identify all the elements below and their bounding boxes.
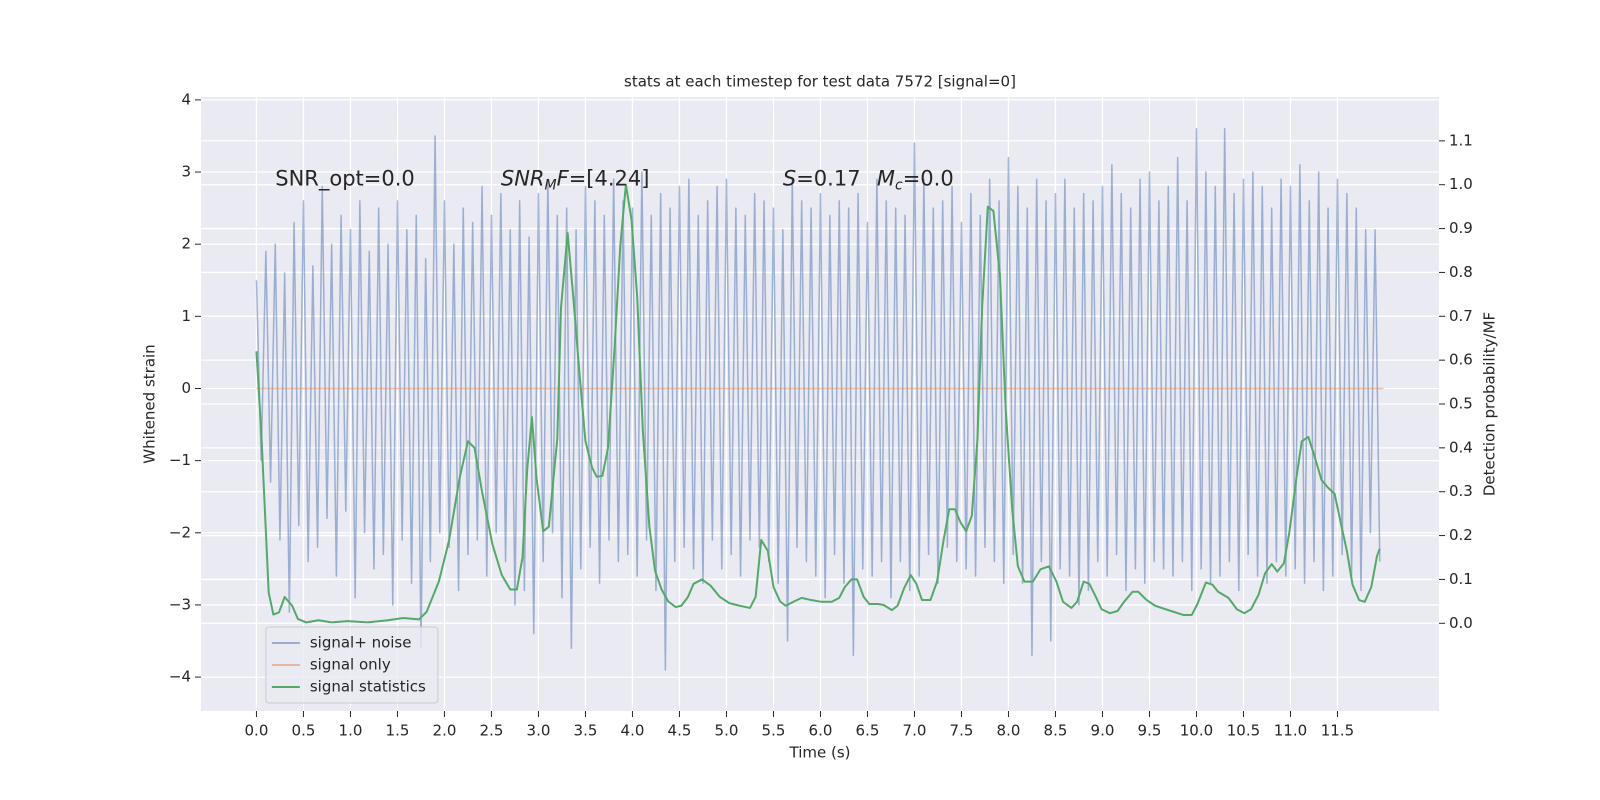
x-tick-label: 6.5 xyxy=(856,722,880,740)
legend-box xyxy=(265,626,439,704)
annotation-part: =[4.24] xyxy=(569,166,650,190)
y2-axis-label: Detection probability/MF xyxy=(1481,312,1499,496)
x-axis-label: Time (s) xyxy=(789,744,851,762)
y2-tick-label: 0.0 xyxy=(1449,614,1473,632)
y2-tick-label: 1.1 xyxy=(1449,131,1473,149)
annotation-part: M xyxy=(877,166,895,190)
legend-label: signal+ noise xyxy=(310,634,412,652)
x-tick-label: 5.0 xyxy=(715,722,739,740)
y2-tick-label: 1.0 xyxy=(1449,175,1473,193)
x-tick-label: 4.5 xyxy=(668,722,692,740)
y-tick-label: −1 xyxy=(169,451,191,469)
y-tick-label: 3 xyxy=(181,163,191,181)
y-tick-label: 1 xyxy=(181,307,191,325)
x-tick-label: 1.5 xyxy=(386,722,410,740)
y-tick-label: −2 xyxy=(169,523,191,541)
x-tick-label: 7.5 xyxy=(950,722,974,740)
y2-tick-label: 0.2 xyxy=(1449,526,1473,544)
y2-tick-label: 0.4 xyxy=(1449,438,1473,456)
x-tick-label: 11.5 xyxy=(1321,722,1354,740)
annotation-part: SNR_opt=0.0 xyxy=(275,166,415,191)
annotation: Mc=0.0 xyxy=(877,166,954,193)
annotation-part: =0.17 xyxy=(796,166,860,190)
annotation: SNRMF=[4.24] xyxy=(501,166,650,193)
annotation: S=0.17 xyxy=(783,166,861,190)
y2-tick-label: 0.7 xyxy=(1449,307,1473,325)
x-tick-label: 7.0 xyxy=(903,722,927,740)
annotation-part: c xyxy=(895,177,903,193)
y-tick-label: 2 xyxy=(181,235,191,253)
x-tick-label: 4.0 xyxy=(621,722,645,740)
annotation-part: S xyxy=(783,166,796,190)
x-tick-label: 10.5 xyxy=(1227,722,1260,740)
x-tick-label: 11.0 xyxy=(1274,722,1307,740)
x-tick-label: 0.5 xyxy=(292,722,316,740)
annotation-part: =0.0 xyxy=(903,166,954,190)
chart-title: stats at each timestep for test data 757… xyxy=(624,73,1016,91)
y-tick-label: 0 xyxy=(181,379,191,397)
x-tick-label: 0.0 xyxy=(245,722,269,740)
y2-tick-label: 0.1 xyxy=(1449,570,1473,588)
x-tick-label: 2.0 xyxy=(433,722,457,740)
y2-tick-label: 0.9 xyxy=(1449,219,1473,237)
legend-label: signal statistics xyxy=(310,678,426,696)
x-tick-label: 6.0 xyxy=(809,722,833,740)
x-tick-label: 5.5 xyxy=(762,722,786,740)
legend-label: signal only xyxy=(310,656,391,674)
y-tick-label: −3 xyxy=(169,595,191,613)
y2-tick-label: 0.3 xyxy=(1449,482,1473,500)
annotation-part: M xyxy=(545,177,557,193)
x-tick-label: 3.0 xyxy=(527,722,551,740)
x-tick-label: 10.0 xyxy=(1180,722,1213,740)
x-tick-label: 9.0 xyxy=(1091,722,1115,740)
annotation: SNR_opt=0.0 xyxy=(275,166,415,191)
foreground: 0.0 0.5 1.0 1.5 2.0 2.5 3.0 3.5 4.0 4.5 5.0 5.5 6.0 6… xyxy=(169,90,1473,739)
y-tick-label: 4 xyxy=(181,90,191,108)
annotation-part: F xyxy=(557,166,570,190)
x-tick-label: 2.5 xyxy=(480,722,504,740)
x-tick-label: 9.5 xyxy=(1138,722,1162,740)
x-tick-label: 8.5 xyxy=(1044,722,1068,740)
annotation-part: SNR xyxy=(501,166,545,190)
series-line xyxy=(255,128,1381,671)
y-axis-label: Whitened strain xyxy=(141,344,159,463)
y2-tick-label: 0.8 xyxy=(1449,263,1473,281)
legend: signal+ noise signal only signal statistic… xyxy=(265,626,439,704)
series-layer xyxy=(255,128,1384,671)
y2-tick-label: 0.6 xyxy=(1449,351,1473,369)
y2-tick-label: 0.5 xyxy=(1449,395,1473,413)
x-tick-label: 3.5 xyxy=(574,722,598,740)
y-tick-label: −4 xyxy=(169,668,191,686)
x-tick-label: 1.0 xyxy=(339,722,363,740)
x-tick-label: 8.0 xyxy=(997,722,1021,740)
series-line xyxy=(255,183,1381,624)
